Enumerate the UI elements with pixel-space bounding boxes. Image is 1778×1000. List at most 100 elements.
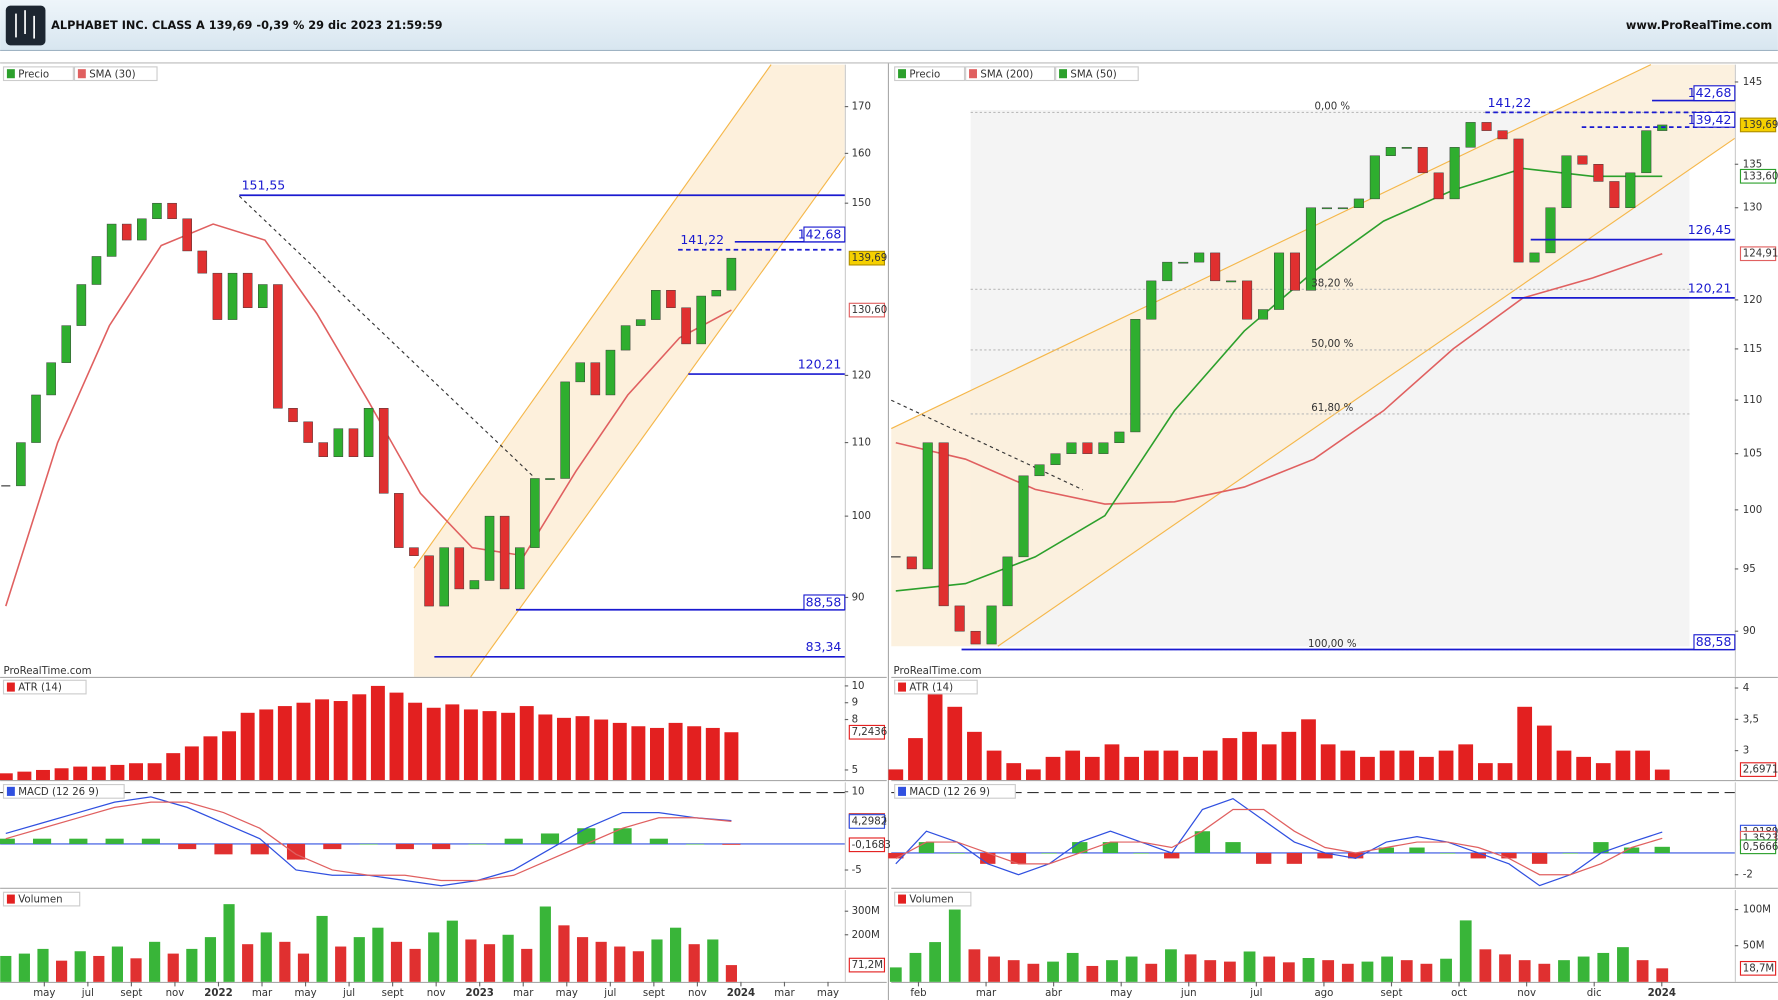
volume-bar [1518, 960, 1531, 982]
macd-line [5, 801, 732, 882]
volume-bar [1047, 961, 1059, 982]
volume-bar [353, 937, 365, 982]
volume-bar [446, 920, 458, 982]
candle [1210, 252, 1221, 282]
candle [681, 307, 691, 345]
legend-swatch [6, 682, 15, 692]
atr-bar [408, 702, 423, 781]
legend-box[interactable] [894, 784, 1016, 799]
panel-legend[interactable]: MACD (12 26 9) [894, 784, 1016, 799]
site-name[interactable]: www.ProRealTime.com [1626, 18, 1772, 32]
app-icon-glyph [15, 10, 35, 39]
legend-box[interactable] [894, 891, 972, 907]
atr-bar [1084, 756, 1100, 781]
volume-bar [93, 955, 105, 982]
atr-bar [1595, 763, 1611, 781]
volume-bar [111, 946, 123, 982]
atr-bar [908, 738, 923, 781]
candle [1146, 280, 1157, 320]
candle [1433, 172, 1444, 200]
x-tick-label: dic [1587, 988, 1602, 999]
macd-histogram-bar [1623, 847, 1640, 853]
x-tick-label: jul [1249, 988, 1262, 999]
atr-bar [612, 722, 627, 781]
candle [1130, 319, 1141, 433]
panel-legend[interactable]: MACD (12 26 9) [2, 784, 125, 799]
volume-bar [1086, 965, 1099, 982]
candle [318, 442, 329, 457]
panel-legend[interactable]: Precio SMA (30) [2, 66, 158, 82]
legend-label: Precio [18, 69, 49, 80]
x-tick-label: sept [382, 988, 404, 999]
candle [1401, 147, 1412, 149]
candle [91, 256, 102, 285]
legend-box[interactable] [2, 891, 81, 907]
volume-bar [725, 965, 737, 982]
legend-box[interactable] [965, 66, 1056, 82]
atr-bar [1458, 744, 1474, 781]
panel-legend[interactable]: Volumen [894, 891, 972, 907]
candle [1002, 556, 1013, 607]
atr-bar [1438, 750, 1454, 781]
candle [1465, 122, 1476, 148]
volume-bar [1106, 960, 1118, 982]
marks [0, 64, 1778, 987]
candle [605, 349, 616, 396]
instrument-title: ALPHABET INC. CLASS A 139,69 -0,39 % 29 … [51, 18, 442, 32]
atr-bar [203, 736, 218, 781]
level-box [1693, 634, 1736, 651]
candle [1497, 130, 1508, 140]
legend-box[interactable] [2, 679, 87, 695]
x-tick-label: 2022 [204, 988, 232, 999]
macd-histogram-bar [1041, 852, 1057, 854]
candle [212, 272, 223, 320]
level-label: 83,34 [806, 639, 842, 654]
candle [726, 257, 737, 291]
panel-legend[interactable]: Volumen [2, 891, 81, 907]
atr-bar [1654, 769, 1670, 781]
y-tick-label: 10 [852, 681, 865, 692]
panel-legend[interactable]: ATR (14) [894, 679, 978, 695]
volume-bar [1341, 963, 1354, 982]
legend-box[interactable] [894, 679, 978, 695]
candle [121, 223, 132, 241]
volume-bar [1479, 949, 1492, 982]
candle [1625, 172, 1636, 208]
volume-bar [707, 939, 719, 982]
fib-label: 0,00 % [1315, 102, 1351, 113]
x-tick-label: jul [342, 988, 355, 999]
candle [1385, 147, 1396, 156]
panel-legend[interactable]: Precio SMA (200) SMA (50) [894, 66, 1139, 82]
volume-bar [1282, 962, 1295, 982]
legend-box[interactable] [2, 66, 74, 82]
candle [1082, 442, 1093, 454]
legend-box[interactable] [73, 66, 158, 82]
atr-bar [967, 731, 982, 781]
macd-histogram-bar [1194, 831, 1211, 853]
candle [1337, 207, 1348, 210]
volume-bar [1204, 960, 1217, 982]
candle [1, 485, 11, 487]
macd-histogram-bar [888, 852, 904, 859]
value-tag [1739, 246, 1777, 262]
legend-box[interactable] [1055, 66, 1139, 82]
x-tick-label: jul [603, 988, 616, 999]
candle [970, 630, 981, 645]
macd-histogram-bar [540, 833, 560, 844]
macd-histogram-bar [1010, 852, 1027, 864]
candle [1178, 261, 1189, 264]
legend-swatch [898, 786, 907, 796]
legend-box[interactable] [894, 66, 966, 82]
macd-histogram-bar [722, 843, 741, 845]
volume-bar [335, 946, 347, 982]
volume-bar [1597, 952, 1610, 982]
volume-bar [1263, 956, 1276, 982]
volume-bar [1125, 956, 1138, 982]
macd-histogram-bar [686, 843, 705, 845]
panel-legend[interactable]: ATR (14) [2, 679, 87, 695]
macd-histogram-bar [323, 843, 342, 850]
macd-histogram-bar [432, 843, 451, 850]
atr-bar [1340, 750, 1356, 781]
legend-box[interactable] [2, 784, 125, 799]
watermark: ProRealTime.com [4, 666, 92, 677]
